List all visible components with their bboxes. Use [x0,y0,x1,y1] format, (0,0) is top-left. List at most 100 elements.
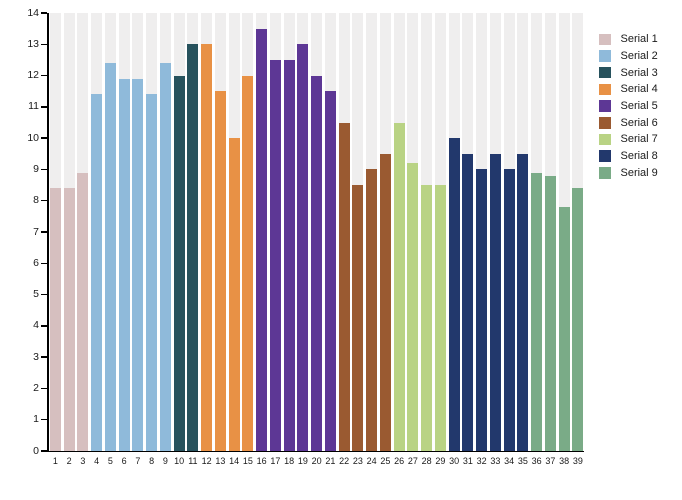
legend-item-serial-9[interactable]: Serial 9 [599,165,658,182]
x-tick-label-1: 1 [52,456,58,466]
y-tick-label-6: 6 [33,256,39,269]
bar-39[interactable] [572,188,584,451]
x-tick-label-10: 10 [174,456,185,466]
bar-12[interactable] [201,44,213,451]
column-1 [49,13,63,451]
legend-item-serial-8[interactable]: Serial 8 [599,148,658,165]
y-tick-mark-4 [41,325,47,327]
y-tick-mark-13 [41,43,47,45]
x-tick-label-31: 31 [462,456,473,466]
bar-27[interactable] [407,163,419,451]
bar-35[interactable] [517,153,529,451]
bar-29[interactable] [434,185,446,451]
bar-28[interactable] [421,185,433,451]
bar-26[interactable] [393,122,405,451]
column-39 [571,13,585,451]
bar-11[interactable] [187,44,199,451]
y-tick-mark-12 [41,74,47,77]
x-tick-label-2: 2 [66,456,72,466]
legend-swatch-icon [599,33,611,46]
legend-item-serial-2[interactable]: Serial 2 [599,48,658,65]
legend-item-serial-5[interactable]: Serial 5 [599,98,658,115]
bar-15[interactable] [242,75,254,451]
legend-label: Serial 4 [620,83,658,96]
x-tick-label-38: 38 [559,456,570,466]
legend-item-serial-1[interactable]: Serial 1 [599,31,658,48]
y-tick-mark-1 [41,419,47,421]
y-tick-label-2: 2 [33,381,39,394]
legend-swatch-icon [599,66,611,79]
bar-38[interactable] [558,206,570,451]
bar-33[interactable] [489,153,501,451]
bar-37[interactable] [544,175,556,451]
legend-item-serial-3[interactable]: Serial 3 [599,64,658,81]
x-axis-line [47,450,584,453]
bar-9[interactable] [159,63,171,451]
bar-22[interactable] [338,122,350,451]
y-tick-mark-2 [41,387,47,390]
column-32 [475,13,489,451]
y-tick-label-1: 1 [33,413,39,426]
bar-3[interactable] [77,172,89,451]
bar-24[interactable] [366,169,378,451]
x-tick-label-17: 17 [270,456,281,466]
x-tick-label-8: 8 [149,456,155,466]
column-5 [104,13,118,451]
bar-34[interactable] [503,169,515,451]
x-tick-label-24: 24 [366,456,377,466]
column-2 [62,13,76,451]
legend-swatch-icon [599,167,611,179]
y-tick-label-0: 0 [33,444,39,457]
bar-13[interactable] [214,91,226,451]
bar-18[interactable] [283,59,295,451]
bar-4[interactable] [91,94,103,451]
y-tick-mark-5 [41,293,47,296]
legend-label: Serial 5 [620,100,658,113]
legend-swatch-icon [599,83,611,96]
y-tick-label-11: 11 [28,100,39,113]
x-tick-label-37: 37 [545,456,556,466]
x-tick-label-15: 15 [242,456,253,466]
column-21 [324,13,338,451]
bar-25[interactable] [379,153,391,451]
column-25 [379,13,393,451]
column-36 [530,13,544,451]
bar-36[interactable] [531,172,543,451]
bar-2[interactable] [63,188,75,451]
bar-7[interactable] [132,78,144,451]
column-29 [434,13,448,451]
x-tick-label-39: 39 [572,456,583,466]
bar-10[interactable] [173,75,185,451]
legend-item-serial-7[interactable]: Serial 7 [599,131,658,148]
bar-19[interactable] [297,44,309,451]
column-20 [310,13,324,451]
plot-area [49,13,585,451]
column-23 [351,13,365,451]
column-6 [117,13,131,451]
bar-31[interactable] [462,153,474,451]
bar-20[interactable] [311,75,323,451]
x-tick-label-5: 5 [107,456,113,466]
bar-5[interactable] [104,63,116,451]
legend-item-serial-4[interactable]: Serial 4 [599,81,658,98]
column-9 [159,13,173,451]
column-3 [76,13,90,451]
bar-14[interactable] [228,138,240,451]
bar-17[interactable] [269,59,281,451]
bar-8[interactable] [146,94,158,451]
bar-23[interactable] [352,185,364,451]
bar-30[interactable] [448,138,460,451]
column-11 [186,13,200,451]
x-tick-label-11: 11 [188,456,198,466]
legend-item-serial-6[interactable]: Serial 6 [599,114,658,131]
bar-1[interactable] [49,188,61,451]
x-tick-label-12: 12 [201,456,212,466]
bar-21[interactable] [324,91,336,451]
bar-6[interactable] [118,78,130,451]
bar-32[interactable] [476,169,488,451]
legend-label: Serial 8 [620,150,658,163]
x-tick-label-26: 26 [394,456,405,466]
bar-16[interactable] [256,28,268,451]
column-38 [557,13,571,451]
